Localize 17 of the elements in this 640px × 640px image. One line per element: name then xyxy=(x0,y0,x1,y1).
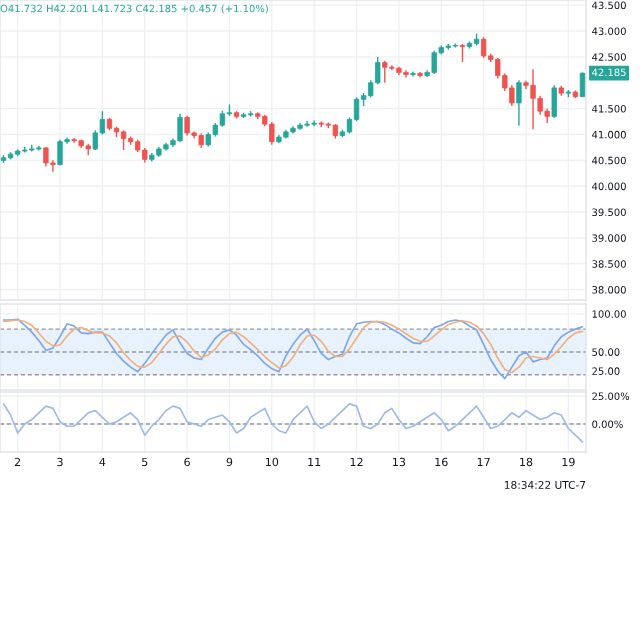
candlestick xyxy=(459,43,466,63)
candlestick xyxy=(410,70,416,78)
candlestick xyxy=(480,36,487,59)
candlestick xyxy=(551,84,557,119)
candlestick xyxy=(57,138,63,167)
candlestick xyxy=(431,49,437,75)
candlestick xyxy=(516,79,522,127)
candlestick xyxy=(382,60,388,84)
line-series xyxy=(2,403,584,443)
candlestick xyxy=(403,69,409,79)
candlestick xyxy=(177,113,183,143)
candlestick xyxy=(579,71,586,98)
candlestick xyxy=(71,137,77,144)
candlestick xyxy=(530,68,536,131)
candlestick xyxy=(269,121,275,146)
candlestick xyxy=(184,115,190,137)
candlestick xyxy=(120,129,127,151)
